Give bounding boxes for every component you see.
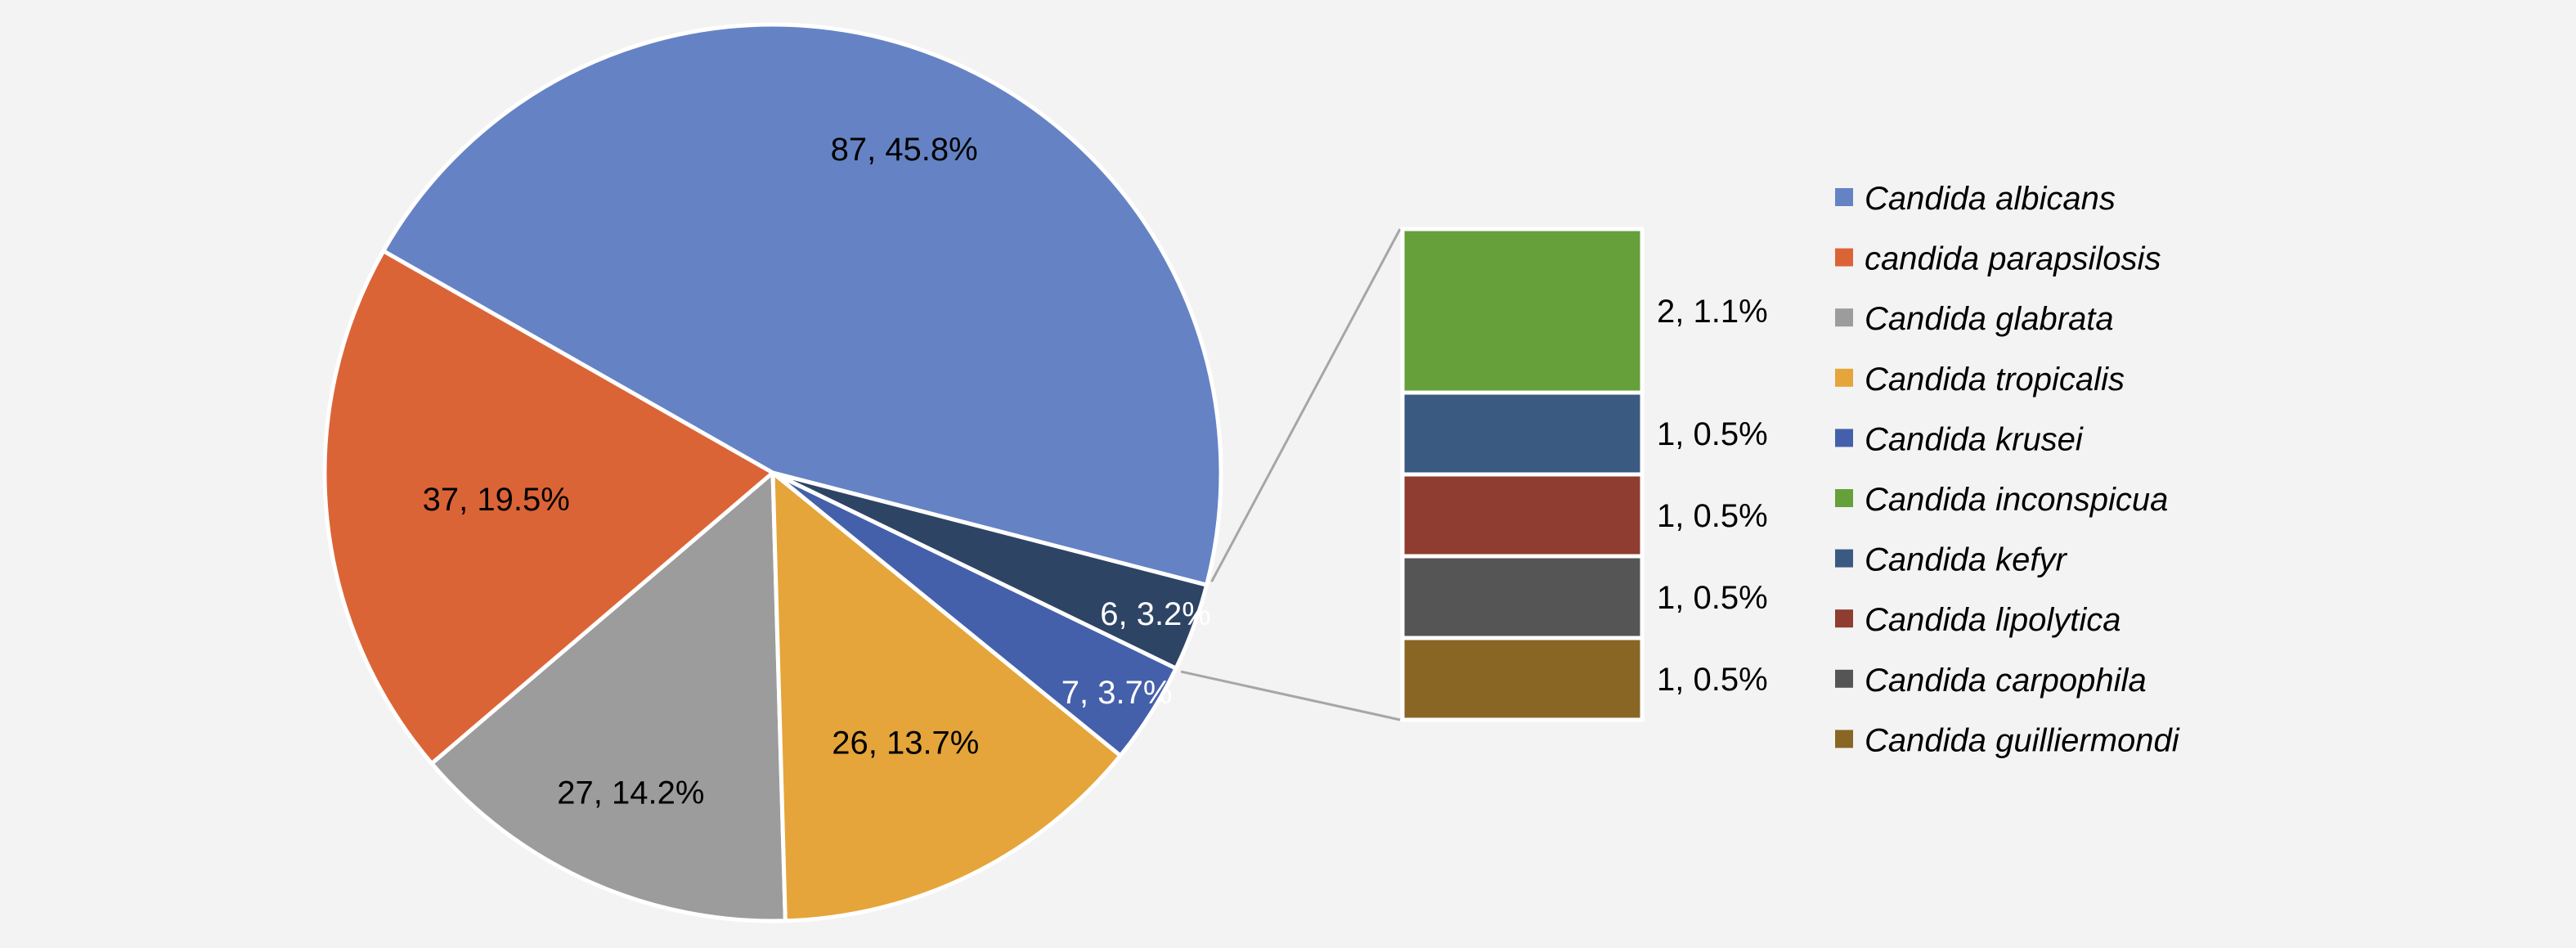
legend-label-candida-carpophila: Candida carpophila (1865, 663, 2147, 699)
legend-label-candida-inconspicua: Candida inconspicua (1865, 482, 2168, 518)
legend-swatch-candida-krusei (1835, 429, 1853, 447)
bar-label-candida-lipolytica: 1, 0.5% (1657, 498, 1768, 534)
bar-segment-candida-guilliermondi (1400, 636, 1645, 722)
connector-line-bottom (1180, 670, 1401, 721)
legend-label-candida-albicans: Candida albicans (1865, 181, 2116, 217)
legend-swatch-candida-inconspicua (1835, 489, 1853, 507)
pie-label-other: 6, 3.2% (1100, 596, 1211, 632)
legend-swatch-candida-guilliermondi (1835, 730, 1853, 748)
connector-line-top (1210, 228, 1402, 582)
pie-slice-candida-glabrata (429, 470, 788, 923)
legend-label-candida-glabrata: Candida glabrata (1865, 301, 2114, 337)
legend-swatch-candida-glabrata (1835, 308, 1853, 327)
legend-label-candida-krusei: Candida krusei (1865, 421, 2084, 457)
bar-segment-candida-lipolytica (1400, 472, 1645, 559)
pie-label-candida-albicans: 87, 45.8% (831, 132, 978, 168)
pie-label-candida-krusei: 7, 3.7% (1061, 675, 1173, 711)
pie-slice-other (770, 470, 1209, 671)
pie-labels: 87, 45.8% 37, 19.5% 27, 14.2% 26, 13.7% 7, 3… (423, 132, 1211, 811)
legend-swatch-candida-tropicalis (1835, 368, 1853, 387)
legend-swatch-candida-lipolytica (1835, 609, 1853, 628)
bar-segment-candida-carpophila (1400, 554, 1645, 640)
pie-label-candida-tropicalis: 26, 13.7% (832, 725, 979, 761)
legend-swatch-candida-carpophila (1835, 669, 1853, 688)
legend-label-candida-lipolytica: Candida lipolytica (1865, 602, 2121, 638)
breakdown-bar (1400, 227, 1645, 722)
pie-label-candida-glabrata: 27, 14.2% (557, 775, 704, 811)
pie-slice-candida-parapsilosis (322, 249, 775, 766)
legend-label-candida-parapsilosis: candida parapsilosis (1865, 241, 2161, 277)
legend-label-candida-tropicalis: Candida tropicalis (1865, 362, 2125, 398)
legend-label-candida-kefyr: Candida kefyr (1865, 542, 2067, 578)
pie-slice-candida-albicans (381, 22, 1223, 587)
bar-segment-candida-kefyr (1400, 390, 1645, 477)
legend: Candida albicans candida parapsilosis Cand… (1835, 181, 2180, 758)
breakdown-labels: 2, 1.1% 1, 0.5% 1, 0.5% 1, 0.5% 1, 0.5% (1657, 294, 1768, 698)
legend-swatch-candida-parapsilosis (1835, 248, 1853, 267)
bar-segment-candida-inconspicua (1400, 227, 1645, 395)
bar-label-candida-kefyr: 1, 0.5% (1657, 416, 1768, 452)
bar-label-candida-carpophila: 1, 0.5% (1657, 580, 1768, 616)
legend-swatch-candida-kefyr (1835, 549, 1853, 568)
connector-lines (1180, 228, 1402, 721)
legend-swatch-candida-albicans (1835, 188, 1853, 206)
pie (322, 22, 1223, 923)
pie-label-candida-parapsilosis: 37, 19.5% (423, 482, 570, 518)
pie-slice-candida-tropicalis (770, 470, 1123, 923)
legend-label-candida-guilliermondi: Candida guilliermondi (1865, 722, 2180, 758)
bar-label-candida-guilliermondi: 1, 0.5% (1657, 662, 1768, 698)
bar-label-candida-inconspicua: 2, 1.1% (1657, 294, 1768, 330)
